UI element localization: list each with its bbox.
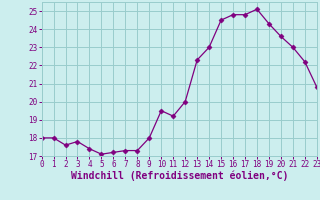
X-axis label: Windchill (Refroidissement éolien,°C): Windchill (Refroidissement éolien,°C) (70, 171, 288, 181)
